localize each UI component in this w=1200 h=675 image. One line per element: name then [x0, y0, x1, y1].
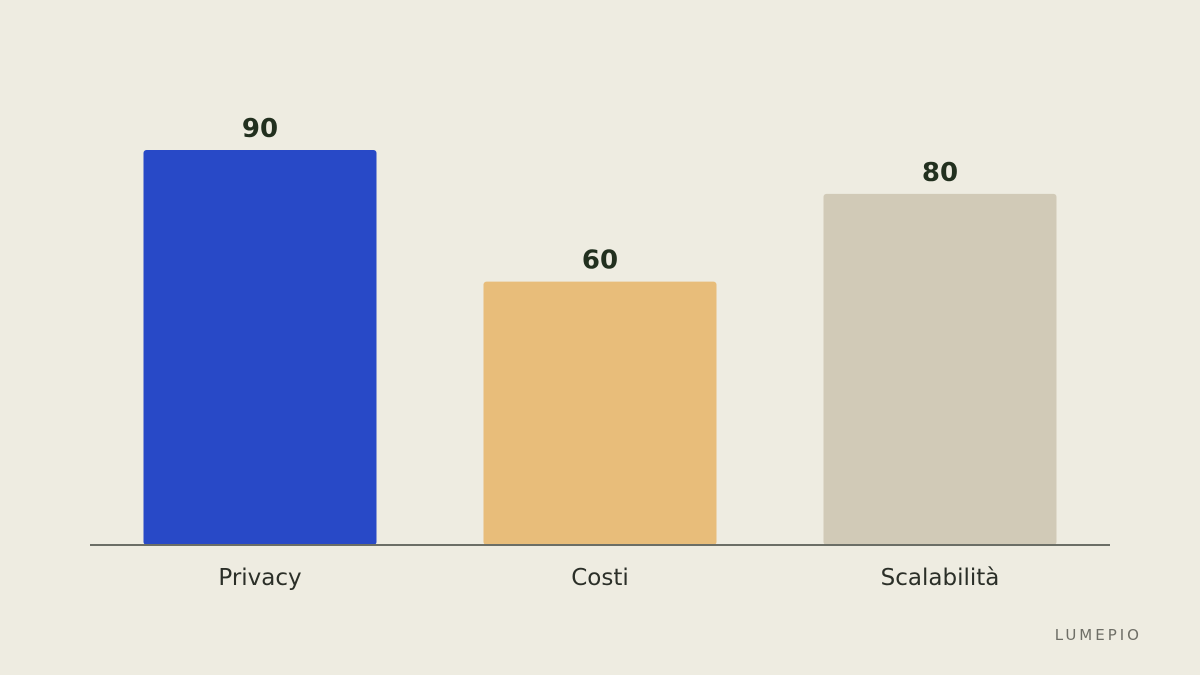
- bar-1: [483, 281, 717, 545]
- labels-group: 90 Privacy 60 Costi 80 Scalabilità: [218, 114, 999, 591]
- brand-logo-text: LUMEPIO: [1054, 626, 1142, 644]
- tick-label-2: Scalabilità: [881, 565, 1000, 591]
- data-label-1: 60: [582, 246, 618, 276]
- bar-0: [143, 150, 377, 545]
- bar-2: [823, 193, 1057, 545]
- data-label-2: 80: [922, 158, 958, 188]
- tick-label-1: Costi: [571, 565, 629, 591]
- tick-label-0: Privacy: [218, 565, 301, 591]
- bars-group: [143, 150, 1057, 545]
- data-label-0: 90: [242, 114, 278, 144]
